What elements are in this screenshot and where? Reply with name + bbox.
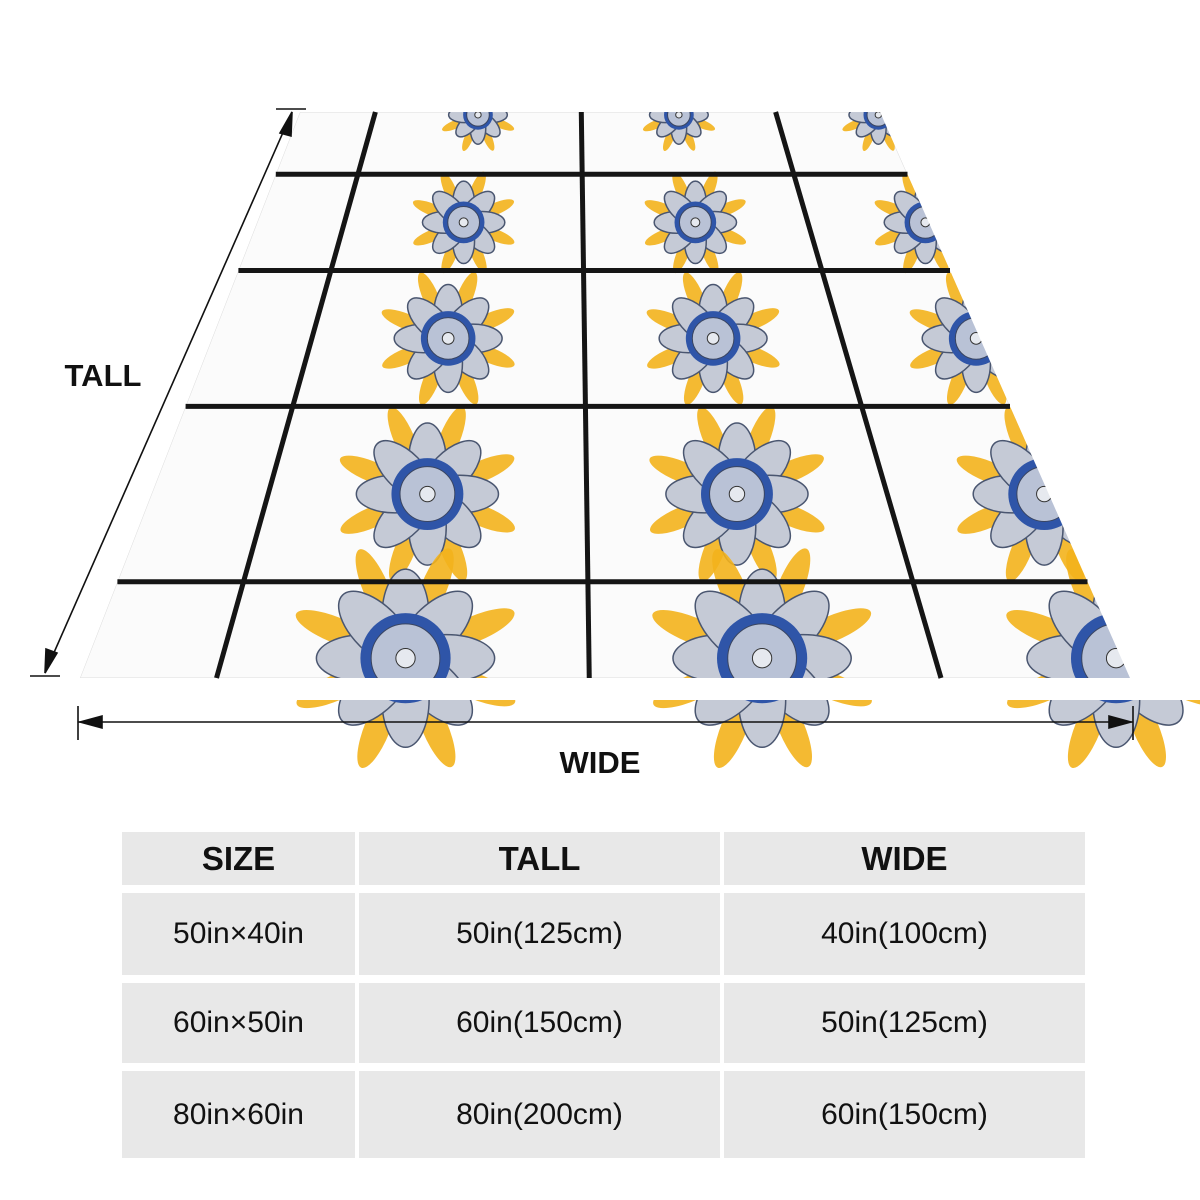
table-cell: TALL (359, 832, 720, 885)
mandala-core (751, 648, 773, 669)
mandala-core (706, 332, 720, 345)
table-cell: 60in×50in (122, 983, 355, 1063)
tall-arrow (30, 108, 306, 677)
table-cell: 80in×60in (122, 1071, 355, 1158)
wide-arrow (76, 706, 1135, 740)
table-cell: 50in(125cm) (359, 893, 720, 975)
table-cell: 40in(100cm) (724, 893, 1085, 975)
table-cell: 50in(125cm) (724, 983, 1085, 1063)
product-illustration: TALL WIDE (0, 0, 1200, 781)
mandala-core (419, 485, 436, 503)
mandala-core (474, 111, 482, 119)
tall-label: TALL (65, 358, 142, 393)
mask-bottom (0, 678, 1200, 700)
mask-right (880, 100, 1200, 690)
table-cell: 80in(200cm) (359, 1071, 720, 1158)
table-cell: WIDE (724, 832, 1085, 885)
table-cell: SIZE (122, 832, 355, 885)
mask-top (0, 0, 1200, 112)
table-cell: 60in(150cm) (724, 1071, 1085, 1158)
size-table: SIZE TALL WIDE 50in×40in 50in(125cm) 40in(100… (122, 832, 1085, 1158)
mandala-core (441, 332, 455, 345)
mandala-core (690, 217, 701, 228)
mandala-core (395, 648, 416, 669)
table-cell: 50in×40in (122, 893, 355, 975)
mandala-core (675, 111, 683, 119)
mandala-core (458, 217, 469, 228)
mask-left (0, 100, 300, 690)
table-cell: 60in(150cm) (359, 983, 720, 1063)
mandala-core (728, 485, 746, 503)
wide-label: WIDE (560, 745, 641, 780)
blanket (0, 0, 1200, 768)
